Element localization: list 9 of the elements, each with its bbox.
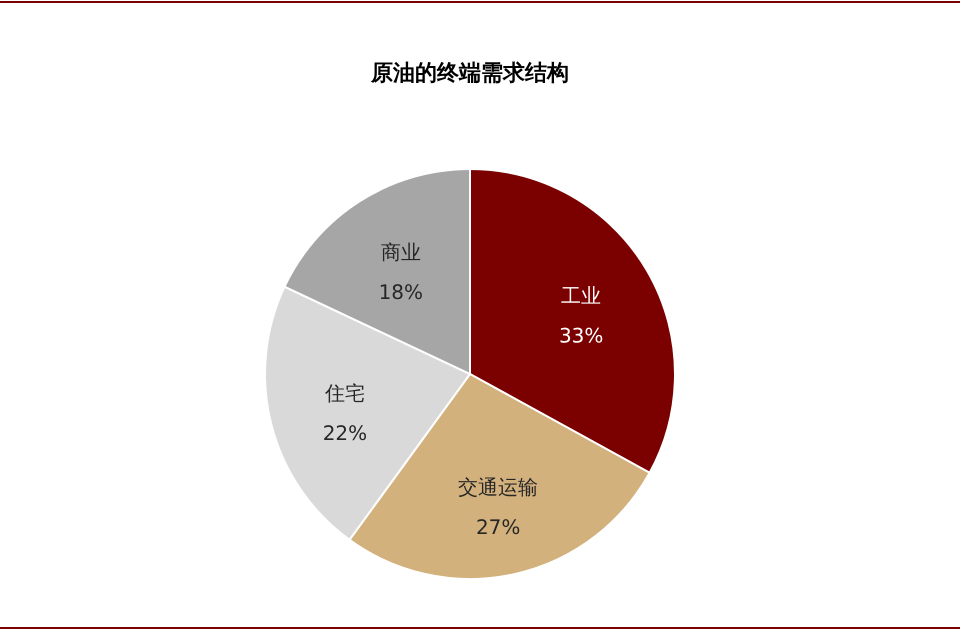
- chart-title: 原油的终端需求结构: [370, 60, 569, 86]
- data-label: 22%: [322, 421, 368, 446]
- data-label: 18%: [378, 280, 424, 304]
- data-label: 27%: [476, 515, 520, 540]
- slice-label: 住宅: [324, 381, 365, 406]
- slice-label: 工业: [561, 283, 602, 308]
- data-label: 33%: [558, 323, 604, 348]
- slice-label: 交通运输: [458, 475, 538, 500]
- slice-label: 商业: [380, 240, 421, 264]
